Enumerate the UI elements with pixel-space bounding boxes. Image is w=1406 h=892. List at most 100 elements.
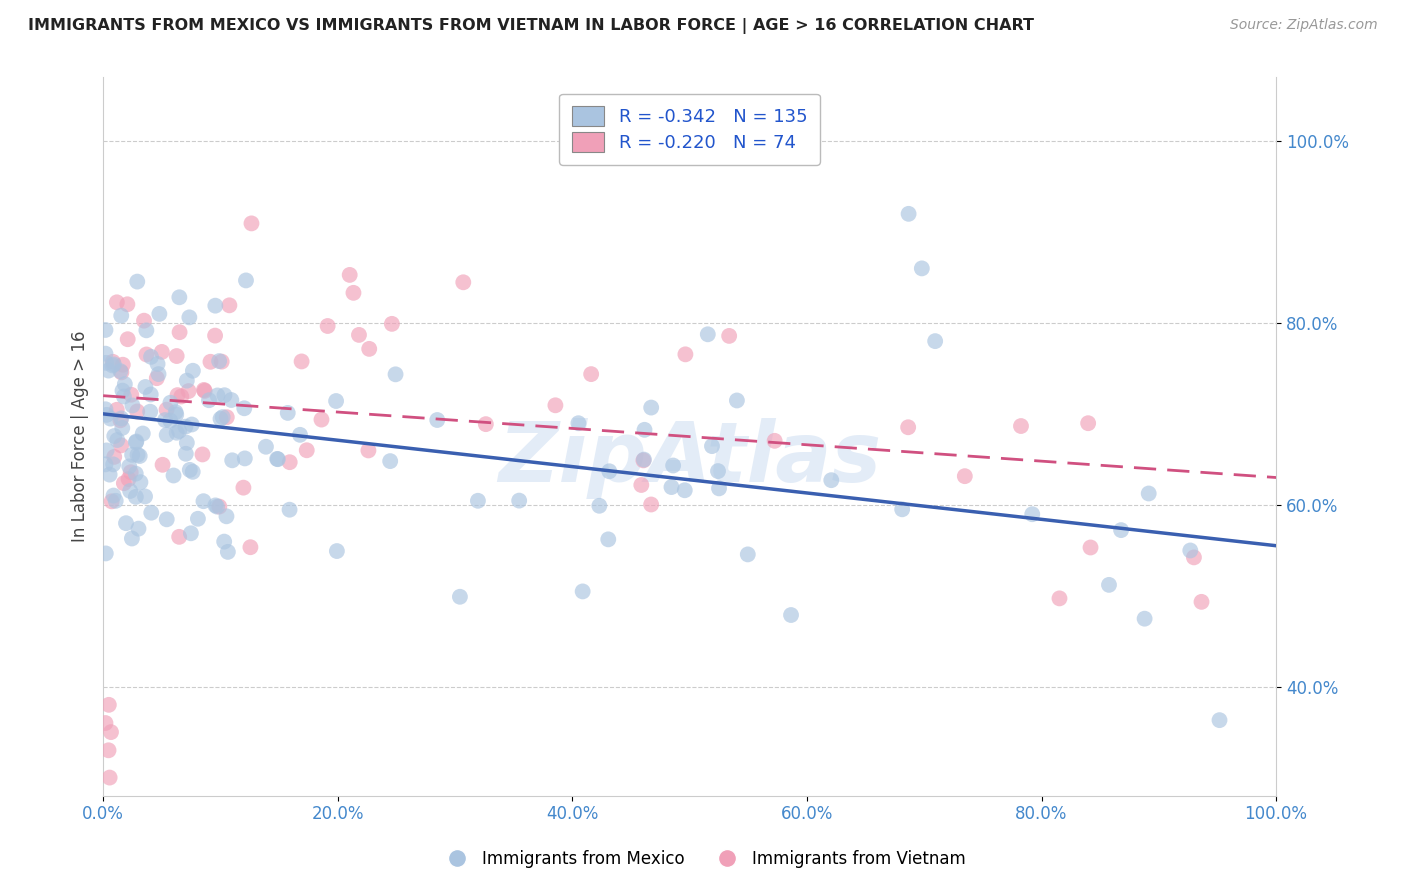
Legend: Immigrants from Mexico, Immigrants from Vietnam: Immigrants from Mexico, Immigrants from … xyxy=(434,844,972,875)
Point xyxy=(103,429,125,443)
Point xyxy=(700,439,723,453)
Point xyxy=(1137,486,1160,500)
Point xyxy=(1109,523,1132,537)
Point xyxy=(105,295,128,310)
Point xyxy=(112,390,135,404)
Point xyxy=(633,452,655,467)
Point xyxy=(215,410,238,425)
Point xyxy=(1010,419,1032,434)
Point xyxy=(110,365,132,379)
Point xyxy=(357,443,380,458)
Point xyxy=(177,384,200,398)
Point xyxy=(169,290,191,304)
Point xyxy=(141,506,163,520)
Point xyxy=(135,323,157,337)
Point xyxy=(212,534,235,549)
Point xyxy=(117,472,139,486)
Point xyxy=(278,502,301,516)
Point xyxy=(127,448,149,462)
Point xyxy=(127,275,149,289)
Point xyxy=(139,387,162,401)
Point xyxy=(94,716,117,731)
Point xyxy=(121,448,143,462)
Point xyxy=(132,314,155,328)
Point xyxy=(254,440,277,454)
Point xyxy=(166,388,188,402)
Point xyxy=(239,540,262,554)
Point xyxy=(156,428,179,442)
Point xyxy=(94,356,117,370)
Point xyxy=(380,454,402,468)
Point xyxy=(94,402,117,417)
Point xyxy=(110,413,132,427)
Point xyxy=(166,349,188,363)
Point xyxy=(266,451,288,466)
Point xyxy=(139,405,162,419)
Point xyxy=(1049,591,1071,606)
Point xyxy=(101,355,124,369)
Point xyxy=(135,347,157,361)
Point xyxy=(120,465,142,479)
Point xyxy=(159,395,181,409)
Point xyxy=(127,404,149,418)
Point xyxy=(105,433,128,447)
Point xyxy=(204,499,226,513)
Point xyxy=(121,532,143,546)
Point xyxy=(924,334,946,348)
Point xyxy=(98,467,121,482)
Point xyxy=(232,481,254,495)
Point xyxy=(193,383,215,397)
Point xyxy=(911,261,934,276)
Y-axis label: In Labor Force | Age > 16: In Labor Force | Age > 16 xyxy=(72,331,89,542)
Point xyxy=(1180,543,1202,558)
Point xyxy=(1077,416,1099,430)
Text: Source: ZipAtlas.com: Source: ZipAtlas.com xyxy=(1230,18,1378,32)
Point xyxy=(214,388,236,402)
Point xyxy=(193,494,215,508)
Point xyxy=(120,388,142,402)
Point xyxy=(453,275,475,289)
Point xyxy=(640,498,662,512)
Point xyxy=(707,464,730,478)
Point xyxy=(217,545,239,559)
Point xyxy=(696,327,718,342)
Point xyxy=(103,357,125,371)
Point xyxy=(100,411,122,425)
Point xyxy=(325,394,347,409)
Point xyxy=(1021,507,1043,521)
Point xyxy=(267,452,290,467)
Point xyxy=(311,412,333,426)
Point xyxy=(181,465,204,479)
Point xyxy=(180,526,202,541)
Point xyxy=(598,464,620,478)
Point xyxy=(316,318,339,333)
Point xyxy=(94,323,117,337)
Point xyxy=(211,410,233,425)
Point xyxy=(449,590,471,604)
Point xyxy=(384,368,406,382)
Point xyxy=(426,413,449,427)
Point xyxy=(111,358,134,372)
Point xyxy=(129,475,152,490)
Point xyxy=(277,406,299,420)
Point xyxy=(117,297,139,311)
Point xyxy=(820,473,842,487)
Point xyxy=(673,483,696,498)
Point xyxy=(897,207,920,221)
Point xyxy=(120,483,142,498)
Point xyxy=(763,434,786,448)
Point xyxy=(110,364,132,378)
Point xyxy=(150,345,173,359)
Point xyxy=(165,408,187,422)
Point xyxy=(127,522,149,536)
Point xyxy=(170,389,193,403)
Point xyxy=(110,309,132,323)
Point xyxy=(207,388,229,402)
Point xyxy=(111,421,134,435)
Point xyxy=(233,401,256,416)
Point xyxy=(94,458,117,472)
Point xyxy=(508,493,530,508)
Point xyxy=(152,458,174,472)
Point xyxy=(148,307,170,321)
Point xyxy=(125,435,148,450)
